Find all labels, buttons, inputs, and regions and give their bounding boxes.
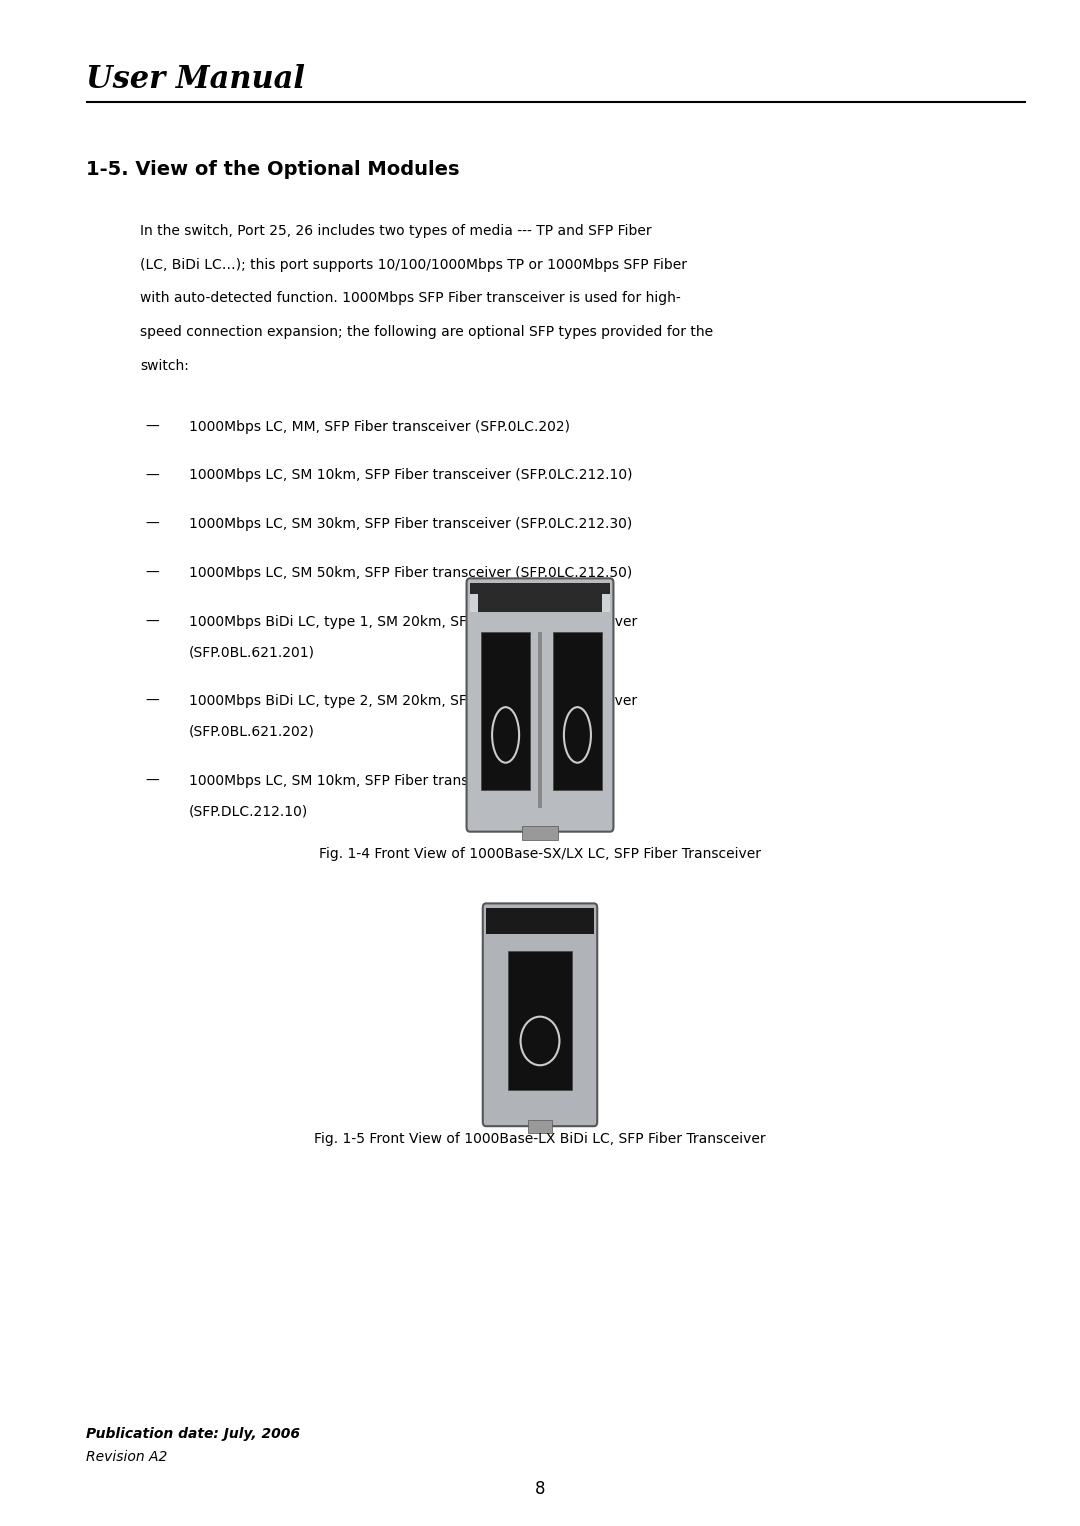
- Text: speed connection expansion; the following are optional SFP types provided for th: speed connection expansion; the followin…: [140, 325, 714, 339]
- Text: 1000Mbps LC, SM 10km, SFP Fiber transceiver with DDM: 1000Mbps LC, SM 10km, SFP Fiber transcei…: [189, 774, 582, 787]
- FancyBboxPatch shape: [483, 903, 597, 1126]
- Bar: [508, 951, 572, 1090]
- Bar: [602, 594, 610, 612]
- Text: 1000Mbps LC, SM 50km, SFP Fiber transceiver (SFP.0LC.212.50): 1000Mbps LC, SM 50km, SFP Fiber transcei…: [189, 566, 632, 580]
- Text: (SFP.DLC.212.10): (SFP.DLC.212.10): [189, 804, 308, 818]
- Text: Revision A2: Revision A2: [86, 1450, 167, 1463]
- Bar: [553, 632, 602, 790]
- Text: 1000Mbps LC, SM 10km, SFP Fiber transceiver (SFP.0LC.212.10): 1000Mbps LC, SM 10km, SFP Fiber transcei…: [189, 468, 633, 482]
- Bar: [481, 632, 530, 790]
- Text: Fig. 1-4 Front View of 1000Base-SX/LX LC, SFP Fiber Transceiver: Fig. 1-4 Front View of 1000Base-SX/LX LC…: [319, 847, 761, 861]
- Text: —: —: [146, 566, 160, 580]
- Text: —: —: [146, 420, 160, 433]
- Text: 1-5. View of the Optional Modules: 1-5. View of the Optional Modules: [86, 160, 460, 179]
- Text: —: —: [146, 615, 160, 629]
- Text: Fig. 1-5 Front View of 1000Base-LX BiDi LC, SFP Fiber Transceiver: Fig. 1-5 Front View of 1000Base-LX BiDi …: [314, 1132, 766, 1146]
- Text: In the switch, Port 25, 26 includes two types of media --- TP and SFP Fiber: In the switch, Port 25, 26 includes two …: [140, 224, 652, 238]
- Bar: [538, 632, 541, 807]
- Text: switch:: switch:: [140, 359, 189, 372]
- Bar: [470, 594, 478, 612]
- Bar: [523, 826, 557, 841]
- Text: Publication date: July, 2006: Publication date: July, 2006: [86, 1427, 300, 1441]
- Text: —: —: [146, 468, 160, 482]
- Bar: [528, 1120, 552, 1132]
- Text: —: —: [146, 774, 160, 787]
- Text: 1000Mbps BiDi LC, type 1, SM 20km, SFP Fiber WDM transceiver: 1000Mbps BiDi LC, type 1, SM 20km, SFP F…: [189, 615, 637, 629]
- Text: —: —: [146, 694, 160, 708]
- Text: 1000Mbps LC, MM, SFP Fiber transceiver (SFP.0LC.202): 1000Mbps LC, MM, SFP Fiber transceiver (…: [189, 420, 570, 433]
- Text: 8: 8: [535, 1480, 545, 1499]
- Text: with auto-detected function. 1000Mbps SFP Fiber transceiver is used for high-: with auto-detected function. 1000Mbps SF…: [140, 291, 681, 305]
- Bar: [486, 908, 594, 934]
- Text: (SFP.0BL.621.201): (SFP.0BL.621.201): [189, 645, 315, 659]
- Text: (SFP.0BL.621.202): (SFP.0BL.621.202): [189, 725, 315, 739]
- FancyBboxPatch shape: [467, 578, 613, 832]
- Text: User Manual: User Manual: [86, 64, 306, 95]
- Text: 1000Mbps BiDi LC, type 2, SM 20km, SFP Fiber WDM transceiver: 1000Mbps BiDi LC, type 2, SM 20km, SFP F…: [189, 694, 637, 708]
- Text: (LC, BiDi LC…); this port supports 10/100/1000Mbps TP or 1000Mbps SFP Fiber: (LC, BiDi LC…); this port supports 10/10…: [140, 258, 687, 272]
- Bar: [470, 583, 610, 612]
- Text: 1000Mbps LC, SM 30km, SFP Fiber transceiver (SFP.0LC.212.30): 1000Mbps LC, SM 30km, SFP Fiber transcei…: [189, 517, 632, 531]
- Text: —: —: [146, 517, 160, 531]
